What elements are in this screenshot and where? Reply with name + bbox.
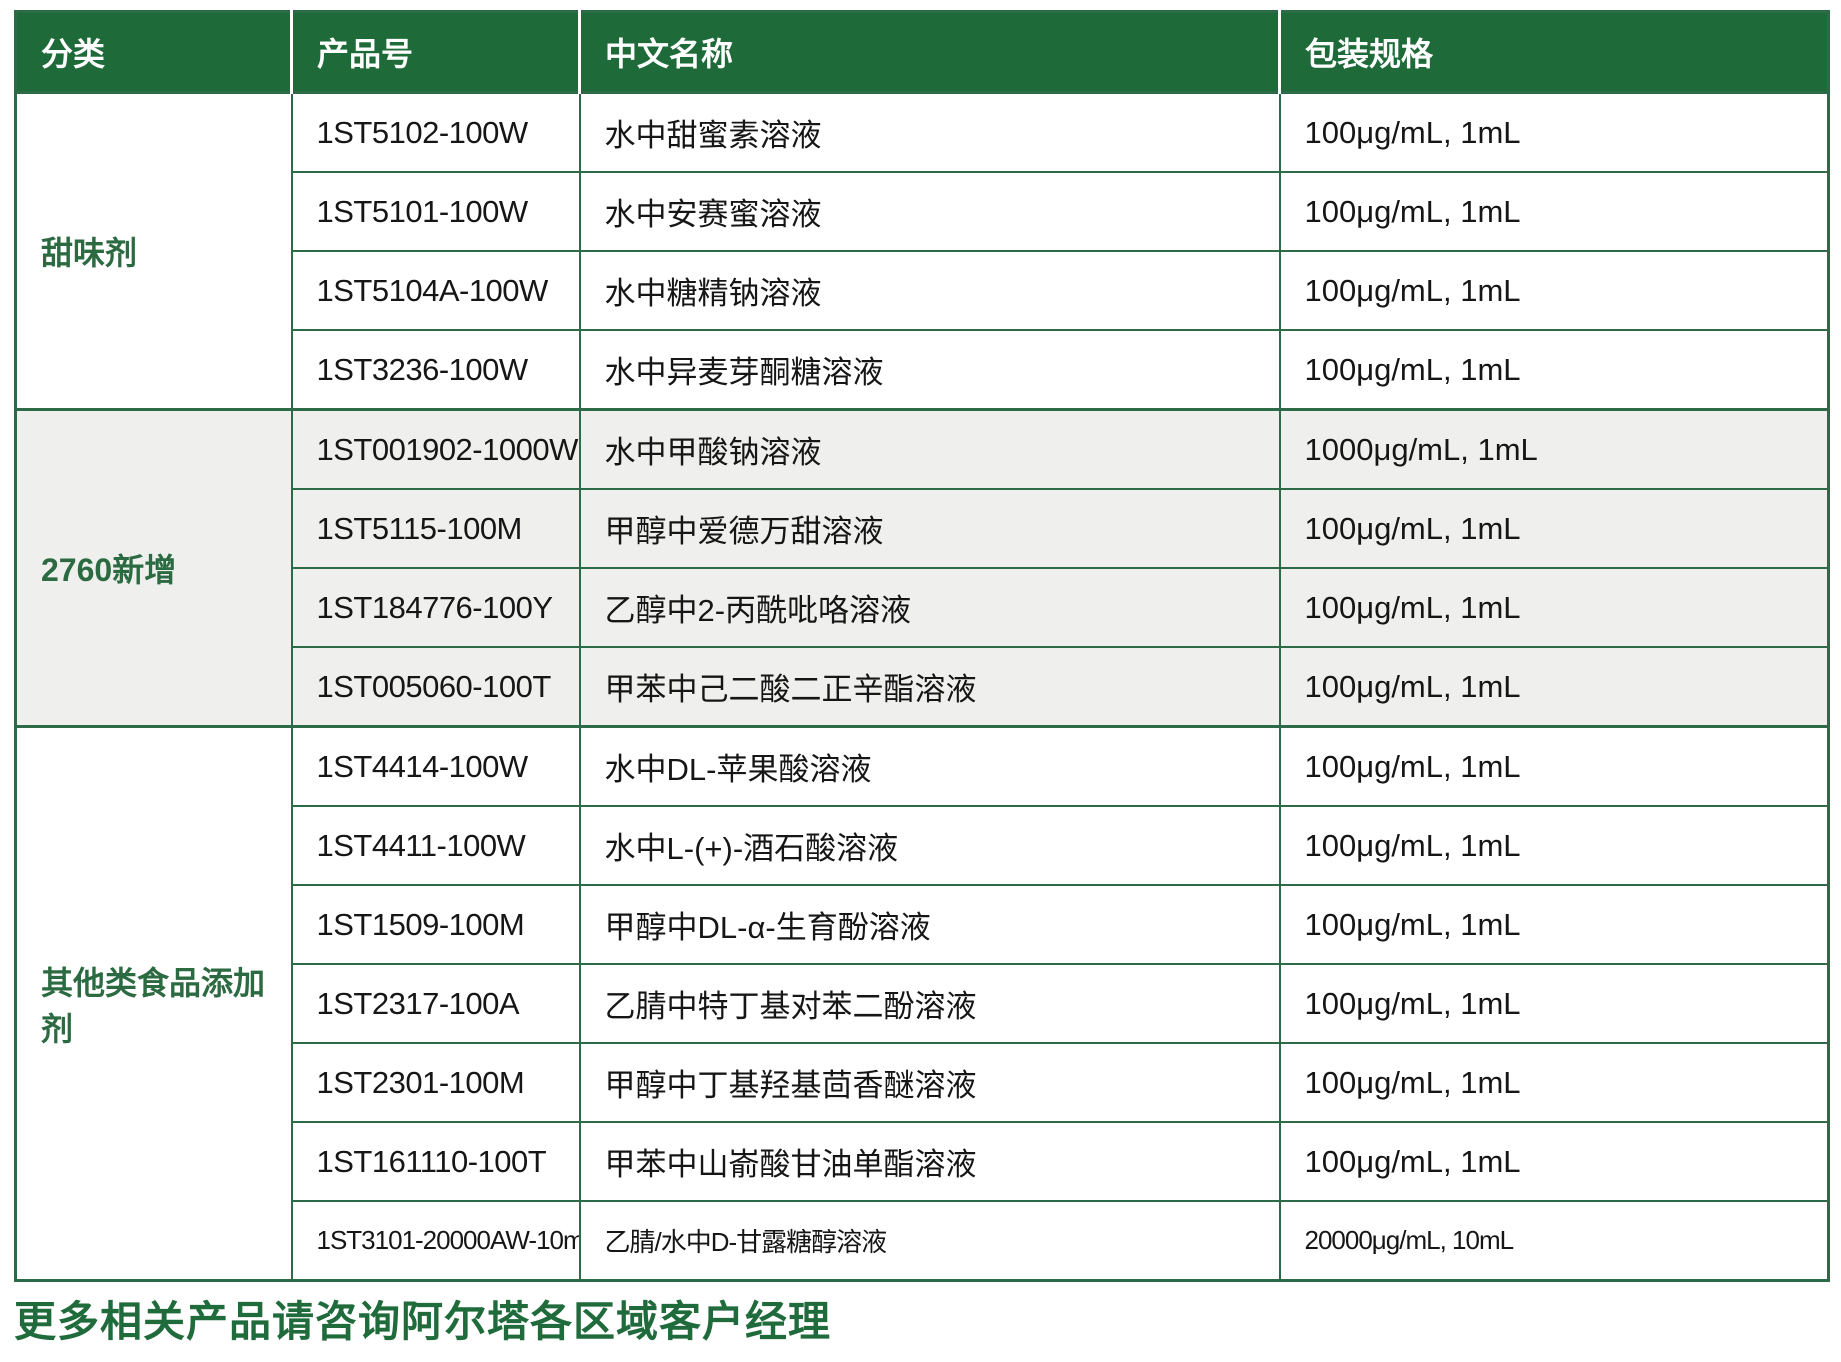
- table-row: 其他类食品添加剂 1ST4414-100W 水中DL-苹果酸溶液 100μg/mL, …: [14, 725, 1830, 1282]
- header-row: 分类 产品号 中文名称 包装规格: [15, 11, 1829, 93]
- table-row: 1ST3236-100W 水中异麦芽酮糖溶液 100μg/mL, 1mL: [16, 329, 1830, 411]
- pack-spec-cell: 100μg/mL, 1mL: [1278, 567, 1830, 648]
- table-body: 甜味剂 1ST5102-100W 水中甜蜜素溶液 100μg/mL, 1mL 1ST51…: [14, 91, 1830, 1282]
- table-row: 1ST1509-100M 甲醇中DL-α-生育酚溶液 100μg/mL, 1mL: [16, 884, 1830, 965]
- pack-spec-cell: 100μg/mL, 1mL: [1278, 884, 1830, 965]
- chinese-name-cell: 水中甜蜜素溶液: [578, 91, 1281, 173]
- pack-spec-cell: 100μg/mL, 1mL: [1278, 1121, 1830, 1202]
- column-header-pack-spec: 包装规格: [1278, 11, 1829, 93]
- table-row: 甜味剂 1ST5102-100W 水中甜蜜素溶液 100μg/mL, 1mL: [14, 91, 1830, 411]
- chinese-name-cell: 水中糖精钠溶液: [578, 250, 1281, 331]
- product-table-container: 分类 产品号 中文名称 包装规格 甜味剂 1ST5102-100W 水中甜蜜素溶液 1…: [14, 10, 1830, 1282]
- product-no-cell: 1ST001902-1000W: [290, 408, 581, 490]
- table-row: 1ST161110-100T 甲苯中山嵛酸甘油单酯溶液 100μg/mL, 1mL: [16, 1121, 1830, 1202]
- table-row: 1ST184776-100Y 乙醇中2-丙酰吡咯溶液 100μg/mL, 1mL: [16, 567, 1830, 648]
- product-no-cell: 1ST3101-20000AW-10ml: [290, 1200, 581, 1282]
- product-no-cell: 1ST2317-100A: [290, 963, 581, 1044]
- product-no-cell: 1ST161110-100T: [290, 1121, 581, 1202]
- pack-spec-cell: 1000μg/mL, 1mL: [1278, 408, 1830, 490]
- pack-spec-cell: 100μg/mL, 1mL: [1278, 171, 1830, 252]
- product-no-cell: 1ST2301-100M: [290, 1042, 581, 1123]
- product-no-cell: 1ST005060-100T: [290, 646, 581, 728]
- table-row: 1ST4411-100W 水中L-(+)-酒石酸溶液 100μg/mL, 1mL: [16, 805, 1830, 886]
- product-no-cell: 1ST5115-100M: [290, 488, 581, 569]
- chinese-name-cell: 水中DL-苹果酸溶液: [578, 725, 1281, 807]
- category-cell: 其他类食品添加剂: [14, 725, 293, 1282]
- chinese-name-cell: 水中安赛蜜溶液: [578, 171, 1281, 252]
- chinese-name-cell: 乙腈/水中D-甘露糖醇溶液: [578, 1200, 1281, 1282]
- column-header-category: 分类: [15, 11, 292, 93]
- chinese-name-cell: 甲苯中山嵛酸甘油单酯溶液: [578, 1121, 1281, 1202]
- product-table: 分类 产品号 中文名称 包装规格 甜味剂 1ST5102-100W 水中甜蜜素溶液 1…: [14, 10, 1830, 1282]
- chinese-name-cell: 乙醇中2-丙酰吡咯溶液: [578, 567, 1281, 648]
- category-cell: 甜味剂: [14, 91, 293, 411]
- chinese-name-cell: 水中异麦芽酮糖溶液: [578, 329, 1281, 411]
- pack-spec-cell: 100μg/mL, 1mL: [1278, 1042, 1830, 1123]
- table-row: 1ST2301-100M 甲醇中丁基羟基茴香醚溶液 100μg/mL, 1mL: [16, 1042, 1830, 1123]
- table-row: 2760新增 1ST001902-1000W 水中甲酸钠溶液 1000μg/mL, 1…: [14, 408, 1830, 728]
- column-header-product-no: 产品号: [290, 11, 580, 93]
- chinese-name-cell: 甲醇中爱德万甜溶液: [578, 488, 1281, 569]
- product-no-cell: 1ST5102-100W: [290, 91, 581, 173]
- pack-spec-cell: 100μg/mL, 1mL: [1278, 488, 1830, 569]
- chinese-name-cell: 乙腈中特丁基对苯二酚溶液: [578, 963, 1281, 1044]
- table-row: 1ST5104A-100W 水中糖精钠溶液 100μg/mL, 1mL: [16, 250, 1830, 331]
- table-row: 1ST2317-100A 乙腈中特丁基对苯二酚溶液 100μg/mL, 1mL: [16, 963, 1830, 1044]
- footer-note: 更多相关产品请咨询阿尔塔各区域客户经理: [14, 1298, 832, 1345]
- product-no-cell: 1ST184776-100Y: [290, 567, 581, 648]
- product-no-cell: 1ST4414-100W: [290, 725, 581, 807]
- table-header: 分类 产品号 中文名称 包装规格: [15, 11, 1829, 93]
- chinese-name-cell: 水中甲酸钠溶液: [578, 408, 1281, 490]
- pack-spec-cell: 100μg/mL, 1mL: [1278, 963, 1830, 1044]
- pack-spec-cell: 100μg/mL, 1mL: [1278, 805, 1830, 886]
- product-no-cell: 1ST1509-100M: [290, 884, 581, 965]
- product-no-cell: 1ST5101-100W: [290, 171, 581, 252]
- product-no-cell: 1ST4411-100W: [290, 805, 581, 886]
- table-row: 1ST5101-100W 水中安赛蜜溶液 100μg/mL, 1mL: [16, 171, 1830, 252]
- pack-spec-cell: 100μg/mL, 1mL: [1278, 329, 1830, 411]
- chinese-name-cell: 甲苯中己二酸二正辛酯溶液: [578, 646, 1281, 728]
- pack-spec-cell: 100μg/mL, 1mL: [1278, 725, 1830, 807]
- pack-spec-cell: 100μg/mL, 1mL: [1278, 91, 1830, 173]
- product-no-cell: 1ST5104A-100W: [290, 250, 581, 331]
- pack-spec-cell: 20000μg/mL, 10mL: [1278, 1200, 1830, 1282]
- chinese-name-cell: 水中L-(+)-酒石酸溶液: [578, 805, 1281, 886]
- table-row: 1ST5115-100M 甲醇中爱德万甜溶液 100μg/mL, 1mL: [16, 488, 1830, 569]
- pack-spec-cell: 100μg/mL, 1mL: [1278, 250, 1830, 331]
- table-row: 1ST3101-20000AW-10ml 乙腈/水中D-甘露糖醇溶液 20000μg…: [16, 1200, 1830, 1282]
- table-row: 1ST005060-100T 甲苯中己二酸二正辛酯溶液 100μg/mL, 1mL: [16, 646, 1830, 728]
- chinese-name-cell: 甲醇中丁基羟基茴香醚溶液: [578, 1042, 1281, 1123]
- chinese-name-cell: 甲醇中DL-α-生育酚溶液: [578, 884, 1281, 965]
- column-header-chinese-name: 中文名称: [578, 11, 1280, 93]
- product-no-cell: 1ST3236-100W: [290, 329, 581, 411]
- pack-spec-cell: 100μg/mL, 1mL: [1278, 646, 1830, 728]
- category-cell: 2760新增: [14, 408, 293, 728]
